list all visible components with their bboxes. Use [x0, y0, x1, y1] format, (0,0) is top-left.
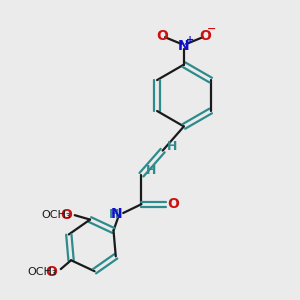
- Text: OCH₃: OCH₃: [28, 267, 57, 277]
- Text: O: O: [167, 197, 179, 211]
- Text: +: +: [186, 35, 194, 45]
- Text: O: O: [45, 265, 57, 279]
- Text: −: −: [207, 24, 216, 34]
- Text: H: H: [167, 140, 177, 153]
- Text: O: O: [199, 29, 211, 43]
- Text: H: H: [146, 164, 156, 177]
- Text: O: O: [157, 29, 169, 43]
- Text: H: H: [108, 208, 119, 221]
- Text: N: N: [111, 208, 123, 221]
- Text: OCH₃: OCH₃: [42, 210, 71, 220]
- Text: N: N: [178, 39, 190, 53]
- Text: O: O: [61, 208, 72, 222]
